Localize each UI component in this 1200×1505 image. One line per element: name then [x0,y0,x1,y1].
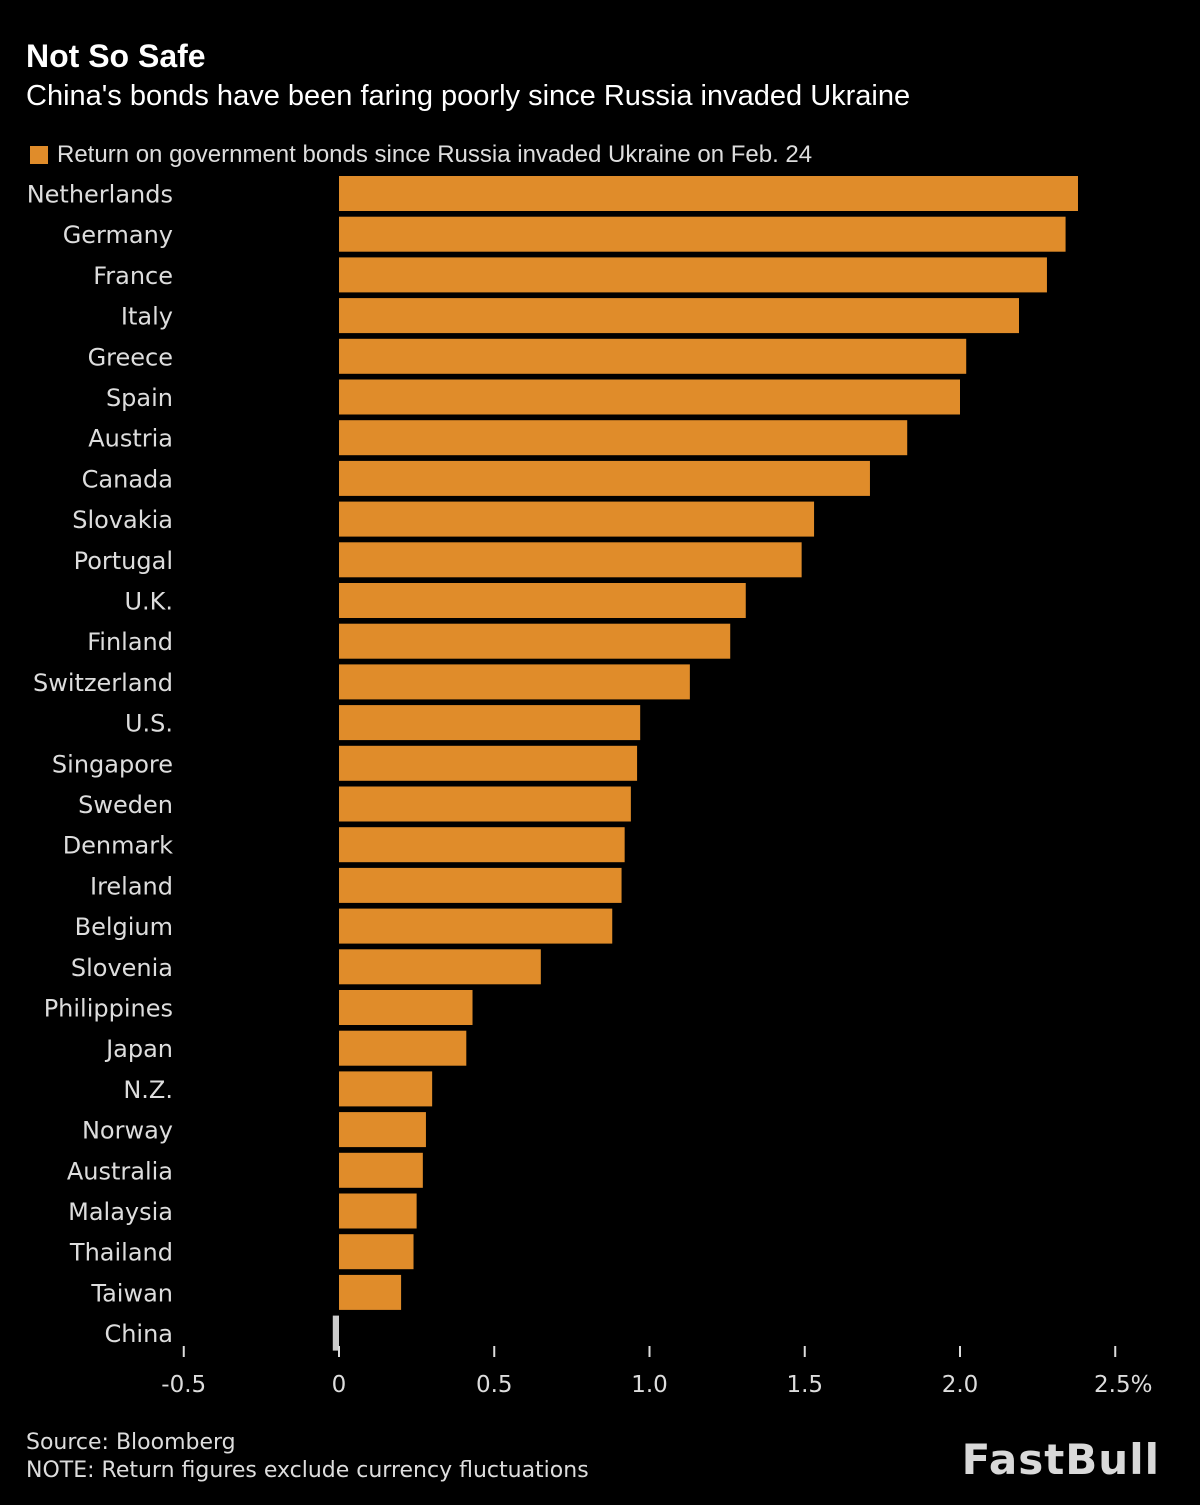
category-label: Italy [121,303,173,331]
category-label: Canada [82,465,173,493]
bar-italy [339,298,1019,334]
category-label: Austria [88,425,173,453]
bar-malaysia [339,1193,417,1229]
category-label: Finland [87,628,173,656]
category-label: Sweden [78,791,173,819]
bar-austria [339,420,908,456]
category-label: Netherlands [27,181,173,209]
bar-china [332,1315,339,1351]
bar-belgium [339,908,613,944]
category-label: Spain [106,384,173,412]
bar-france [339,257,1047,293]
footnote: NOTE: Return figures exclude currency fl… [26,1458,589,1483]
category-label: Slovakia [72,506,173,534]
bar-us [339,705,641,741]
bar-slovakia [339,501,815,537]
category-label: U.K. [124,588,173,616]
category-label: Greece [88,343,173,371]
bar-ireland [339,867,622,903]
bar-taiwan [339,1274,402,1310]
x-tick-label: 0.5 [476,1372,513,1398]
category-label: Slovenia [71,954,173,982]
category-label: N.Z. [123,1076,173,1104]
bar-norway [339,1112,426,1148]
category-label: Malaysia [68,1198,173,1226]
x-tick-label: 1.5 [786,1372,823,1398]
x-tick-label: 2.5% [1094,1372,1152,1398]
watermark-logo: FastBull [961,1435,1160,1484]
category-label: Germany [63,221,173,249]
category-label: China [104,1320,173,1348]
bar-philippines [339,990,473,1025]
bar-australia [339,1152,423,1188]
category-label: U.S. [125,710,173,738]
bar-nz [339,1071,433,1107]
chart-subtitle: China's bonds have been faring poorly si… [26,80,911,112]
bar-singapore [339,745,638,781]
bar-greece [339,338,967,374]
category-label: Australia [67,1157,173,1185]
legend: Return on government bonds since Russia … [30,141,812,169]
bar-thailand [339,1234,414,1270]
category-label: Thailand [69,1239,173,1267]
category-label: Denmark [63,832,173,860]
bar-portugal [339,542,802,578]
category-label: Japan [104,1035,173,1063]
bar-finland [339,623,731,659]
bar-switzerland [339,664,690,700]
category-label: Switzerland [33,669,173,697]
x-tick-label: 1.0 [631,1372,668,1398]
x-tick-label: 2.0 [942,1372,979,1398]
bar-chart: Netherlands Germany France Italy Greece Spain… [27,176,1152,1398]
bar-canada [339,460,870,496]
category-label: Philippines [44,995,173,1023]
category-label: Norway [82,1117,173,1145]
bar-sweden [339,786,631,822]
x-tick-label: 0 [332,1372,347,1398]
bar-japan [339,1030,467,1066]
legend-swatch [30,146,48,164]
category-label: Singapore [52,750,173,778]
category-label: Taiwan [90,1279,173,1307]
category-label: Ireland [90,872,173,900]
category-label: France [93,262,173,290]
bar-spain [339,379,960,415]
category-label: Portugal [74,547,173,575]
bar-slovenia [339,949,541,985]
category-label: Belgium [75,913,173,941]
x-tick-label: -0.5 [161,1372,206,1398]
chart-title: Not So Safe [26,38,206,74]
bar-uk [339,583,746,618]
bar-denmark [339,827,625,863]
source-note: Source: Bloomberg [26,1430,236,1455]
bar-germany [339,216,1066,252]
legend-label: Return on government bonds since Russia … [57,141,813,168]
bar-netherlands [339,176,1078,211]
